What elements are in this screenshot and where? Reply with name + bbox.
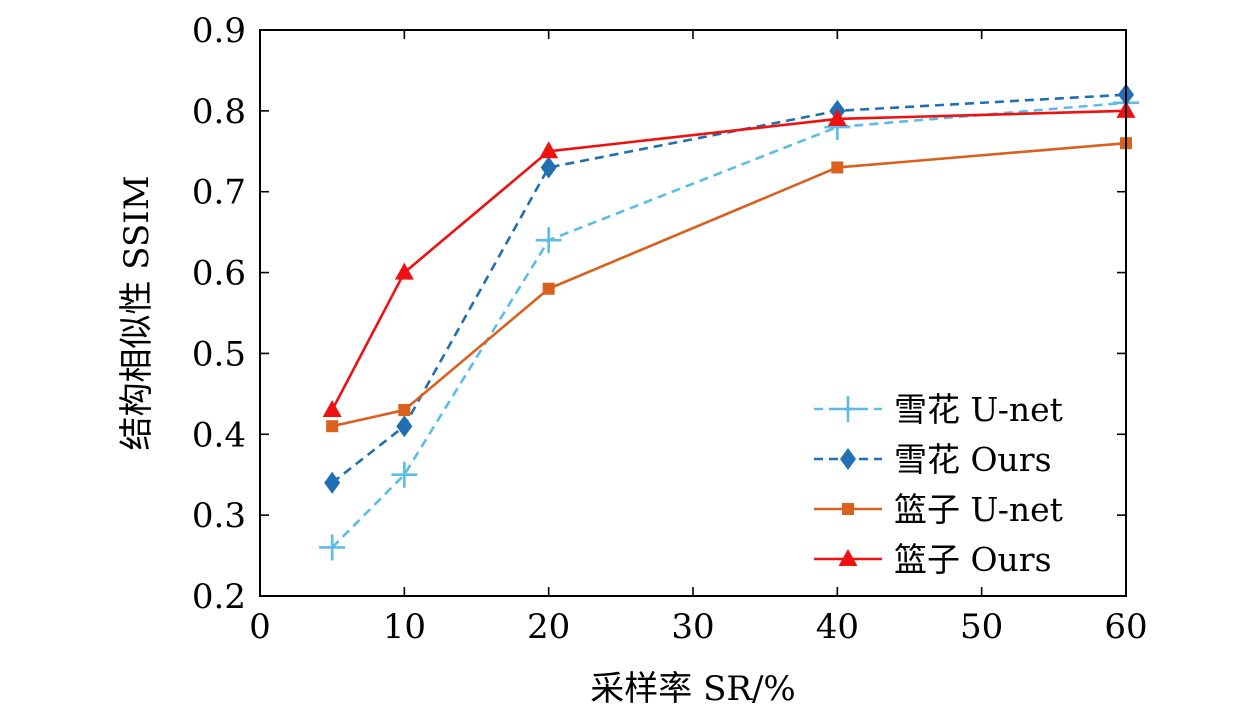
legend-marker — [838, 549, 858, 566]
data-point — [326, 420, 339, 433]
series-line — [331, 141, 1127, 428]
data-point — [539, 141, 559, 159]
data-point — [542, 282, 555, 295]
x-tick-label: 20 — [527, 607, 570, 647]
data-point — [322, 400, 342, 418]
y-tick-label: 0.4 — [192, 415, 246, 455]
data-point — [396, 415, 413, 438]
data-point — [540, 156, 557, 179]
data-point — [394, 262, 414, 280]
x-tick-label: 0 — [249, 607, 271, 647]
legend-label: 篮子 Ours — [894, 540, 1052, 579]
legend-item: 雪花 Ours — [814, 440, 1052, 479]
legend-item: 篮子 U-net — [814, 490, 1063, 529]
y-tick-label: 0.7 — [192, 173, 246, 213]
ticks-layer: 0 10 20 30 40 50 60 0.2 0.3 0.4 0.5 0.6 0.7 0.8 0.9 — [192, 11, 1148, 647]
y-tick-label: 0.6 — [192, 254, 246, 294]
y-tick-label: 0.8 — [192, 92, 246, 132]
legend-label: 雪花 Ours — [894, 440, 1052, 479]
y-tick-label: 0.5 — [192, 334, 246, 374]
series-4 — [322, 100, 1136, 418]
series-line — [331, 101, 1127, 549]
y-tick-label: 0.9 — [192, 11, 246, 51]
series-line — [331, 93, 1127, 484]
data-point — [324, 471, 341, 494]
y-tick-label: 0.3 — [192, 496, 246, 536]
data-point — [831, 161, 844, 174]
x-tick-label: 40 — [816, 607, 859, 647]
legend-label: 雪花 U-net — [894, 390, 1063, 429]
series-line — [331, 109, 1127, 411]
legend: 雪花 U-net 雪花 Ours 篮子 U-net 篮子 Ours — [814, 390, 1063, 579]
series-layer — [319, 83, 1139, 561]
legend-item: 篮子 Ours — [814, 540, 1052, 579]
data-point — [827, 108, 847, 126]
legend-marker — [840, 448, 856, 470]
data-point — [391, 461, 418, 488]
data-point — [535, 227, 562, 254]
x-tick-label: 10 — [383, 607, 426, 647]
y-axis-title: 结构相似性 SSIM — [117, 175, 157, 450]
legend-label: 篮子 U-net — [894, 490, 1063, 529]
series-2 — [324, 83, 1134, 494]
legend-marker — [835, 396, 861, 422]
data-point — [319, 534, 346, 561]
series-3 — [326, 137, 1132, 433]
x-axis-title: 采样率 SR/% — [590, 669, 795, 709]
legend-item: 雪花 U-net — [814, 390, 1063, 429]
legend-marker — [842, 503, 854, 515]
data-point — [398, 404, 411, 417]
x-tick-label: 60 — [1104, 607, 1147, 647]
x-tick-label: 30 — [671, 607, 714, 647]
y-tick-label: 0.2 — [192, 577, 246, 617]
x-tick-label: 50 — [960, 607, 1003, 647]
plot-frame — [259, 29, 1127, 597]
